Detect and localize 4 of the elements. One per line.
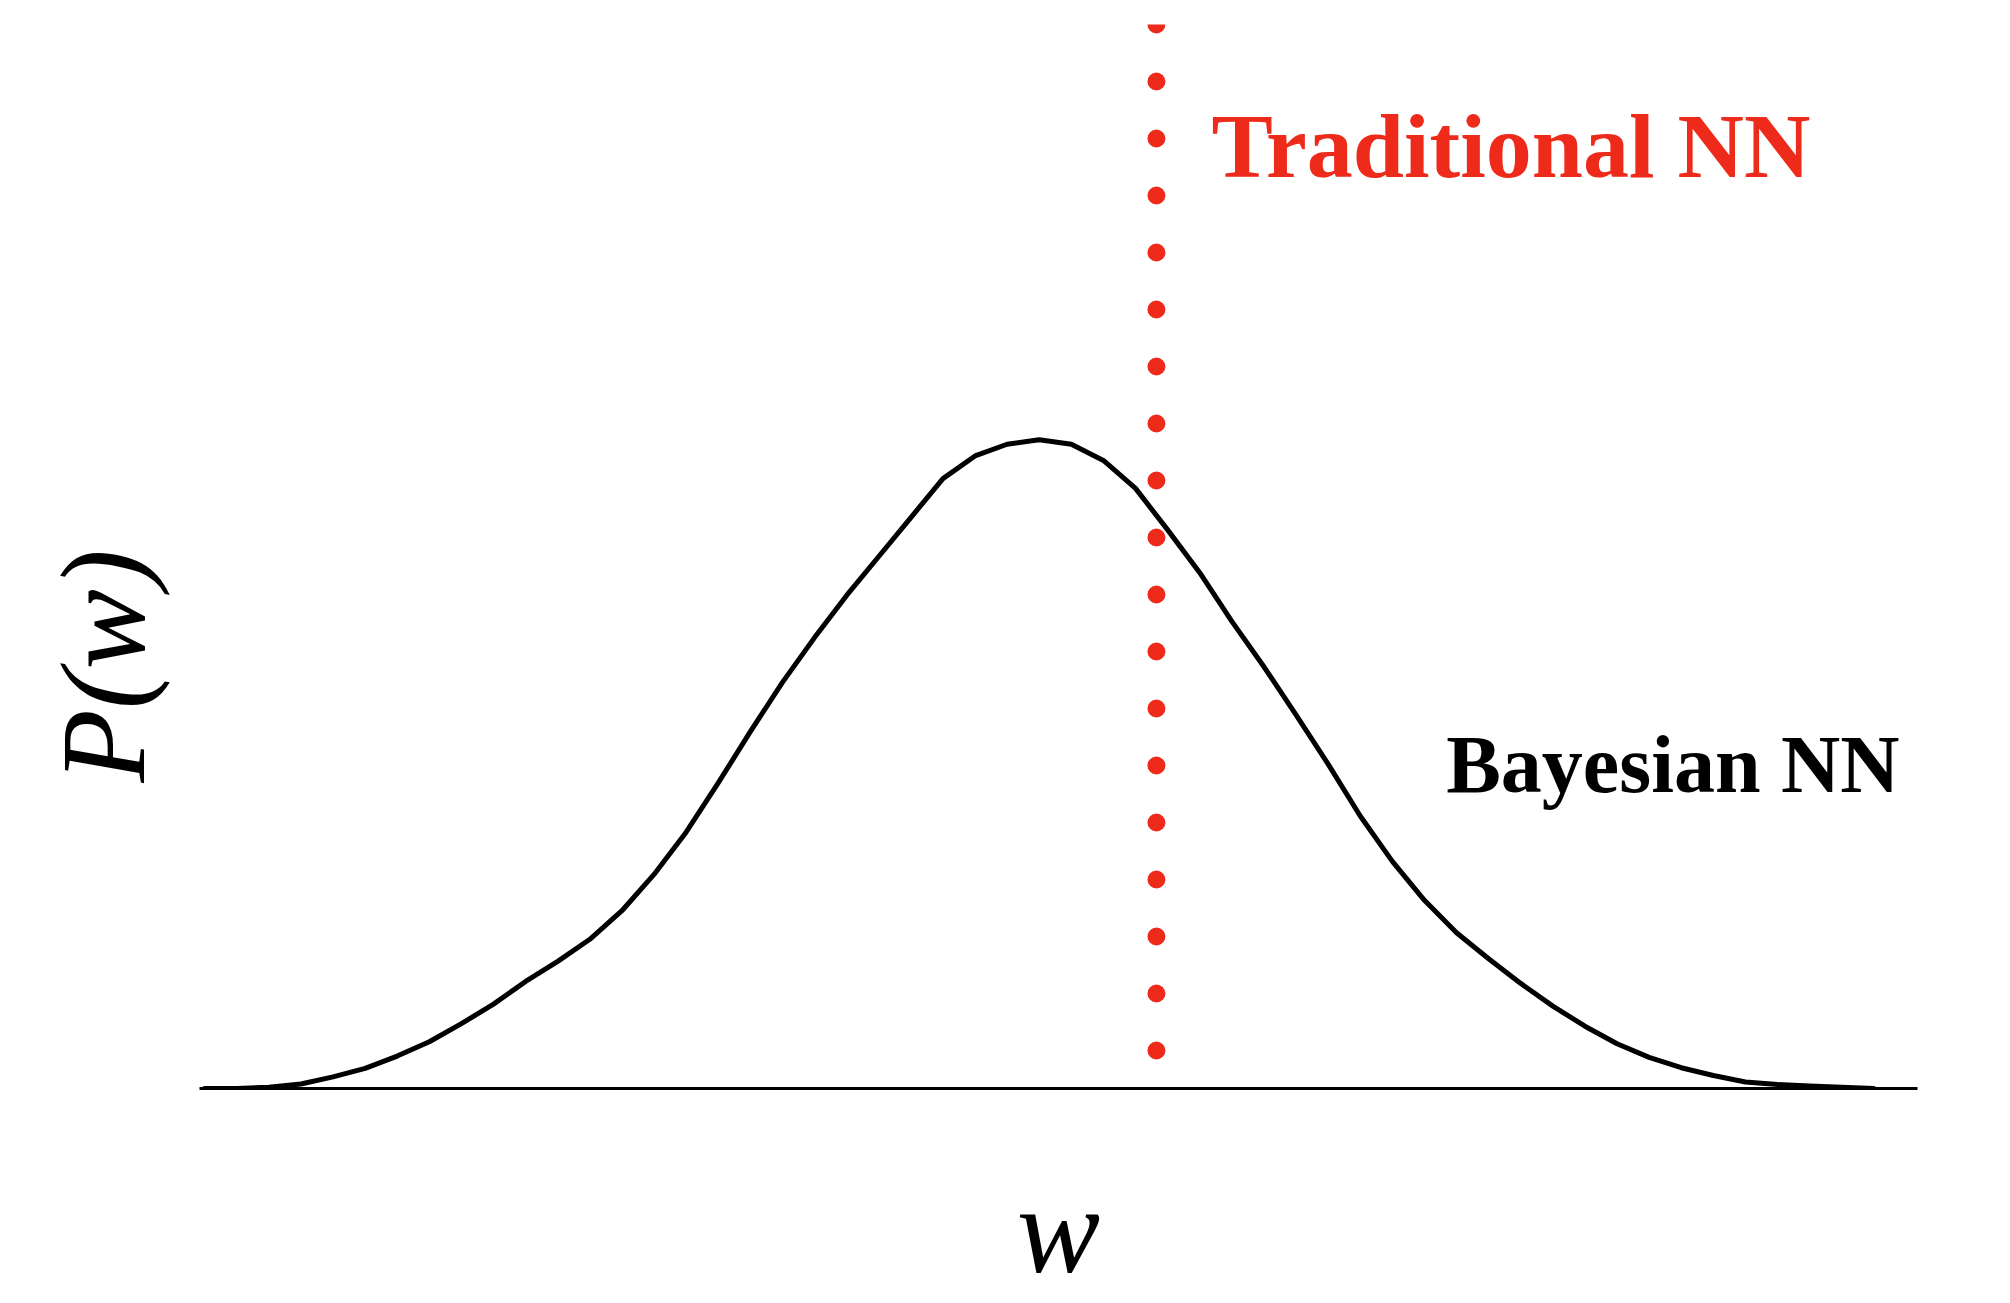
y-axis-title: P(w)	[36, 549, 170, 784]
series-label: Bayesian NN	[1446, 718, 1900, 810]
x-axis-title: w	[1016, 1160, 1101, 1299]
text: Traditional NN	[1211, 94, 1811, 197]
